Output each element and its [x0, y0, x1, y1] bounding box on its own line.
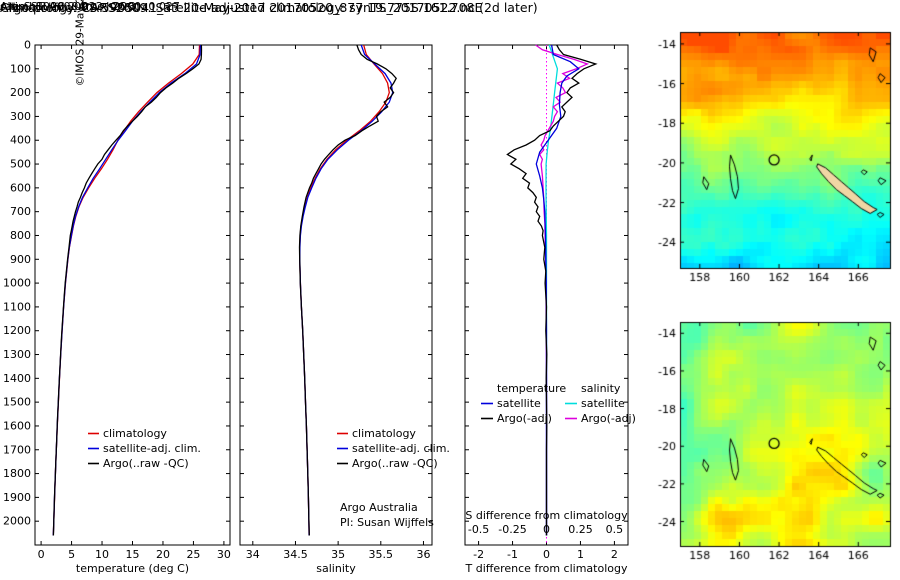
maps-canvas — [0, 0, 900, 580]
argo-profile-figure: Argo profile: CS 5905041_33 20-May-2017 … — [0, 0, 900, 580]
